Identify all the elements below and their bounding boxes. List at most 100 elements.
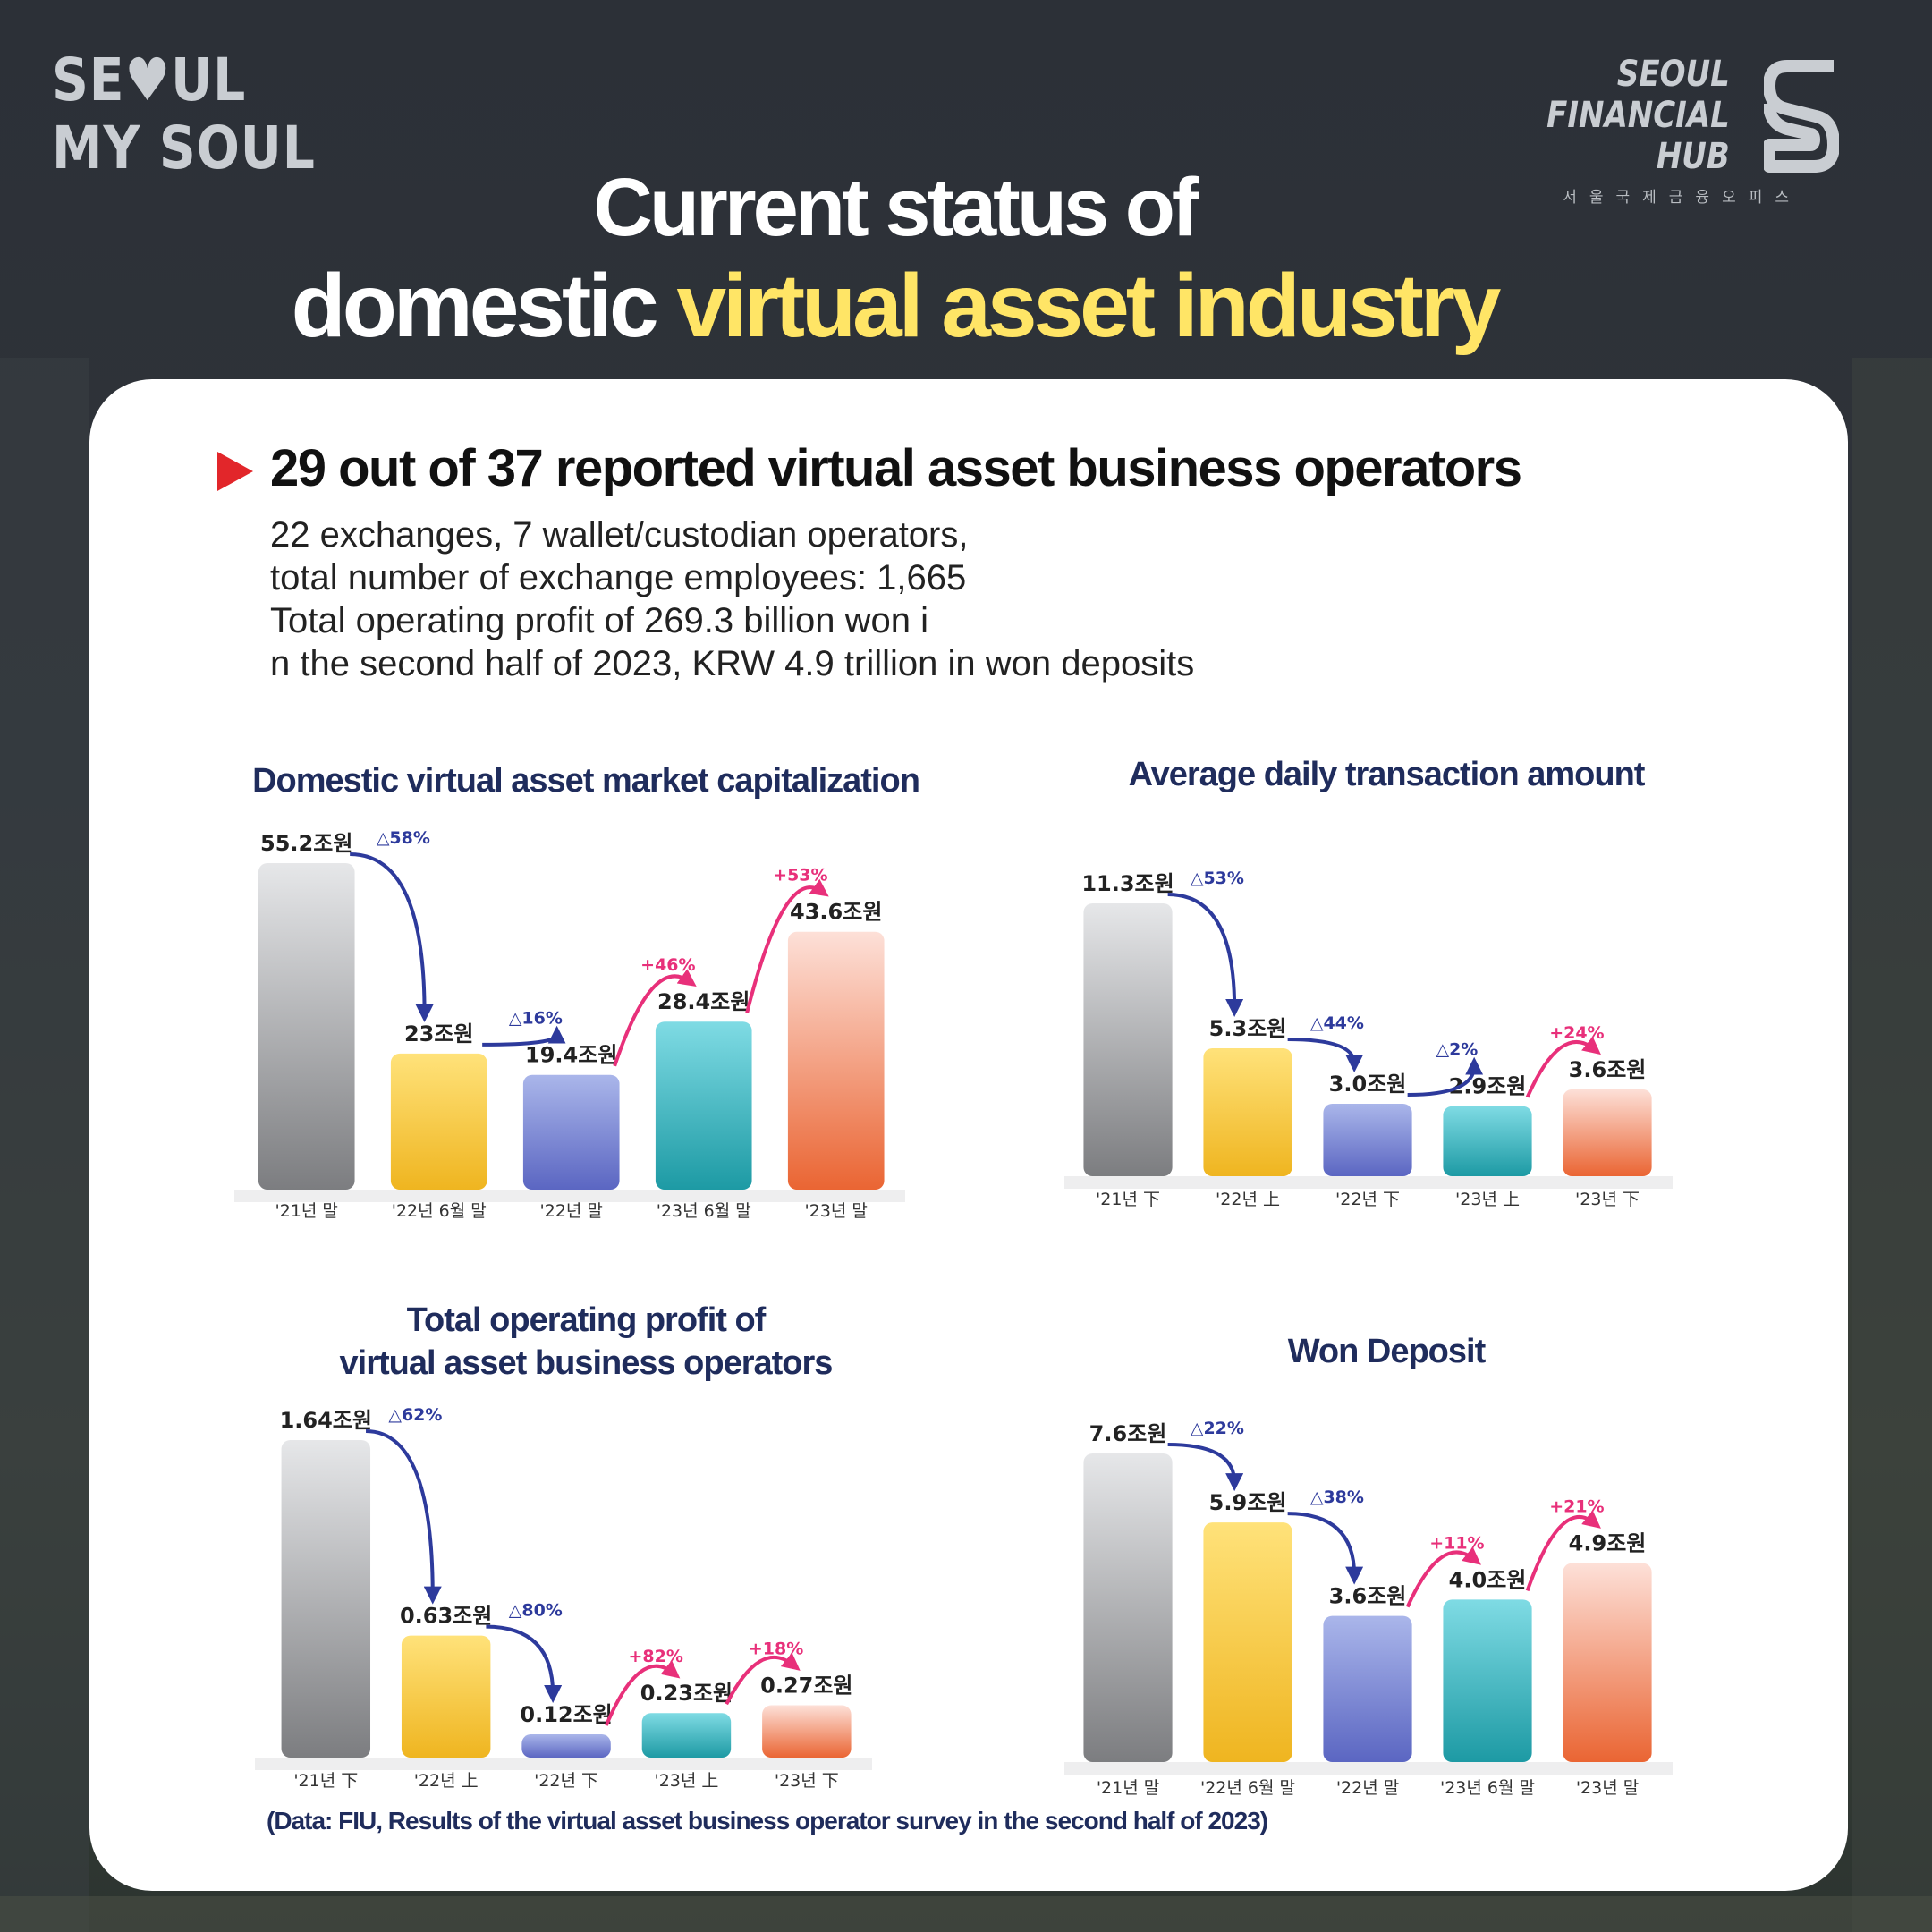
value-label: 5.9조원 xyxy=(1209,1490,1287,1515)
bar xyxy=(521,1734,611,1758)
change-label: +53% xyxy=(773,866,827,886)
tick-label: '23년 下 xyxy=(775,1771,839,1791)
change-label: △38% xyxy=(1310,1487,1364,1507)
change-arrow xyxy=(366,1429,442,1605)
data-source-note: (Data: FIU, Results of the virtual asset… xyxy=(267,1807,1268,1835)
tick-label: '22년 말 xyxy=(1336,1778,1399,1798)
page-title-line1: Current status of xyxy=(593,162,1199,253)
bar xyxy=(762,1705,852,1758)
summary-line-3: Total operating profit of 269.3 billion … xyxy=(270,601,929,640)
change-label: △53% xyxy=(1191,869,1244,888)
change-arrow xyxy=(482,1025,566,1046)
s-mark-icon xyxy=(1764,60,1839,173)
tick-label: '21년 下 xyxy=(1096,1190,1160,1209)
bar xyxy=(1203,1522,1292,1762)
tick-label: '22년 上 xyxy=(414,1771,479,1791)
page-title-line2: domestic virtual asset industry xyxy=(0,255,1860,358)
change-label: △22% xyxy=(1191,1419,1244,1438)
tick-label: '23년 上 xyxy=(654,1771,718,1791)
change-label: +21% xyxy=(1549,1497,1604,1517)
value-label: 4.9조원 xyxy=(1569,1531,1647,1556)
change-arrow xyxy=(1167,893,1244,1017)
change-label: △16% xyxy=(509,1009,563,1029)
summary-line-2: total number of exchange employees: 1,66… xyxy=(270,558,967,597)
bar xyxy=(1203,1047,1292,1176)
logo-right-line2: FINANCIAL xyxy=(1546,95,1730,136)
change-label: +24% xyxy=(1549,1023,1604,1043)
change-arrow xyxy=(745,878,829,1013)
chart-title-won-deposit: Won Deposit xyxy=(1287,1333,1487,1370)
change-arrow xyxy=(1405,1546,1481,1608)
tick-label: '22년 말 xyxy=(540,1201,603,1221)
summary-line-1: 22 exchanges, 7 wallet/custodian operato… xyxy=(270,515,969,555)
tick-label: '22년 下 xyxy=(1335,1190,1400,1209)
daily-transaction-chart: 11.3조원'21년 下5.3조원'22년 上3.0조원'22년 下2.9조원'… xyxy=(1064,869,1673,1209)
value-label: 23조원 xyxy=(404,1021,474,1046)
headline-triangle-icon xyxy=(217,452,253,491)
bar xyxy=(641,1713,732,1758)
tick-label: '21년 말 xyxy=(1097,1778,1159,1798)
change-label: △2% xyxy=(1436,1040,1478,1060)
operating-profit-chart: 1.64조원 '21년 下 0.63조원 '22년 上 0.12조원 '22년 下 0.23… xyxy=(255,1405,872,1791)
value-label: 3.6조원 xyxy=(1329,1584,1407,1609)
value-label: 28.4조원 xyxy=(657,989,750,1014)
page-title-plain: domestic xyxy=(291,256,677,356)
logo-right-line3: HUB xyxy=(1657,136,1730,177)
chart-title-market-cap: Domestic virtual asset market capitaliza… xyxy=(252,762,920,800)
logo-right-korean: 서울국제금융오피스 xyxy=(1563,189,1801,206)
baseline xyxy=(1064,1762,1673,1775)
tick-label: '23년 말 xyxy=(1576,1778,1639,1798)
bar xyxy=(1323,1615,1412,1762)
change-arrow xyxy=(486,1624,563,1704)
value-label: 1.64조원 xyxy=(280,1408,372,1433)
value-label: 55.2조원 xyxy=(260,831,352,856)
summary-line-4: n the second half of 2023, KRW 4.9 trill… xyxy=(270,644,1195,683)
bar xyxy=(522,1074,620,1190)
chart-title-operating-profit-line1: Total operating profit of xyxy=(406,1301,767,1339)
baseline xyxy=(1064,1176,1673,1189)
value-label: 0.12조원 xyxy=(520,1702,612,1727)
value-label: 4.0조원 xyxy=(1449,1567,1527,1592)
bar xyxy=(401,1635,491,1758)
baseline xyxy=(255,1758,872,1770)
change-label: +18% xyxy=(749,1640,803,1659)
tick-label: '22년 下 xyxy=(534,1771,598,1791)
change-label: +11% xyxy=(1429,1533,1484,1553)
seoul-my-soul-logo: SE♥UL MY SOUL xyxy=(52,47,316,182)
change-arrow xyxy=(350,852,434,1022)
tick-label: '23년 上 xyxy=(1455,1190,1520,1209)
change-arrow xyxy=(613,969,697,1067)
bar xyxy=(1323,1104,1412,1176)
won-deposit-chart: 7.6조원 '21년 말 5.9조원 '22년 6월 말 3.6조원 '22년 말 4.0조… xyxy=(1064,1419,1673,1798)
bar xyxy=(1563,1089,1652,1176)
bar xyxy=(1443,1599,1532,1762)
value-label: 11.3조원 xyxy=(1081,871,1174,896)
bar xyxy=(1443,1106,1532,1176)
tick-label: '23년 6월 말 xyxy=(1440,1778,1535,1798)
change-label: △58% xyxy=(377,828,430,848)
value-label: 3.0조원 xyxy=(1329,1072,1407,1097)
logo-left-line1: SE♥UL xyxy=(52,46,247,114)
tick-label: '23년 下 xyxy=(1575,1190,1640,1209)
bar xyxy=(258,863,355,1190)
logo-right-line1: SEOUL xyxy=(1617,54,1730,95)
change-arrow xyxy=(1167,1443,1244,1492)
change-label: △62% xyxy=(388,1405,442,1425)
bar xyxy=(1083,903,1173,1176)
change-arrow xyxy=(1407,1056,1484,1097)
page-title-highlight: virtual asset industry xyxy=(676,256,1501,356)
tick-label: '22년 6월 말 xyxy=(392,1201,487,1221)
change-label: +46% xyxy=(640,955,695,975)
tick-label: '21년 말 xyxy=(275,1201,338,1221)
change-arrow xyxy=(1287,1037,1364,1073)
value-label: 0.63조원 xyxy=(400,1604,492,1629)
tick-label: '21년 下 xyxy=(293,1771,358,1791)
change-arrow xyxy=(1525,1036,1601,1098)
market-cap-chart: 55.2조원 '21년 말 23조원 '22년 6월 말 19.4조원 '22년 말 28.… xyxy=(234,828,905,1221)
bar xyxy=(655,1021,752,1190)
change-label: △44% xyxy=(1310,1013,1364,1033)
value-label: 0.27조원 xyxy=(760,1674,852,1699)
logo-left-line2: MY SOUL xyxy=(52,114,316,182)
bar xyxy=(281,1440,371,1758)
bar xyxy=(787,931,885,1190)
